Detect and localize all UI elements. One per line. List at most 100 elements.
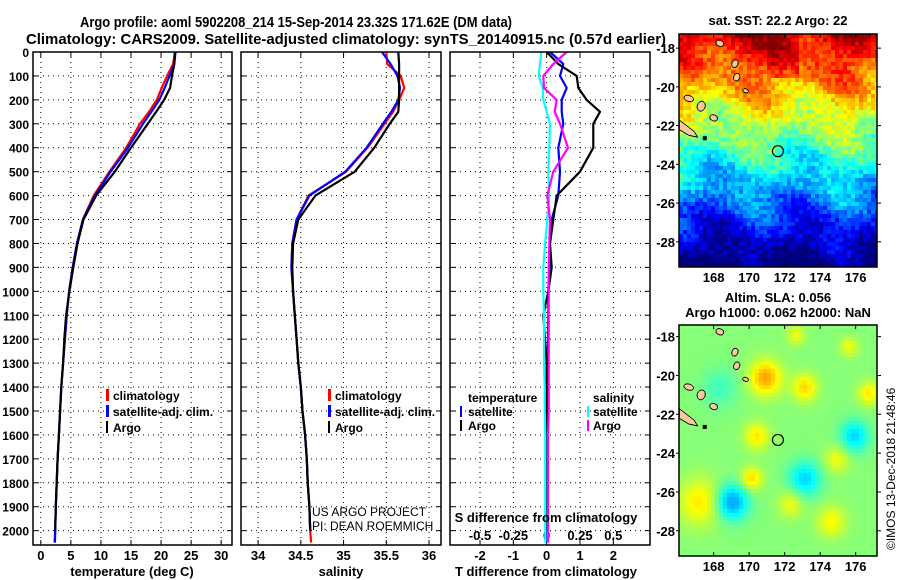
lon-tick-label: 170 (738, 559, 760, 574)
lon-tick-label: 176 (845, 559, 867, 574)
series-line-climatology (53, 51, 176, 543)
x-tick-label: -2 (474, 548, 486, 563)
s-tick-label: -0.5 (469, 528, 491, 543)
x-tick-label: 25 (184, 548, 198, 563)
legend-label-argo: Argo (335, 421, 363, 435)
y-tick-label: 400 (9, 142, 29, 156)
legend-swatch-argo (106, 421, 108, 433)
y-tick-label: 100 (9, 70, 29, 84)
y-tick-label: 1200 (2, 333, 29, 347)
salinity-legend: climatology satellite-adj. clim. Argo (328, 389, 435, 435)
x-tick-label: 0 (37, 548, 44, 563)
y-tick-label: 1500 (2, 405, 29, 419)
legend-label-satellite: satellite-adj. clim. (113, 405, 213, 419)
lon-tick-label: 168 (703, 559, 725, 574)
title-line-2: Climatology: CARS2009. Satellite-adjuste… (26, 31, 666, 48)
s-difference-label: S difference from climatology (455, 510, 639, 525)
sst-map-image (679, 34, 877, 267)
title-line-1: Argo profile: aoml 5902208_214 15-Sep-20… (80, 14, 512, 31)
y-tick-label: 1800 (2, 477, 29, 491)
legend-swatch-argo (328, 421, 330, 433)
lat-tick-label: -22 (656, 407, 675, 422)
legend-label-s-argo: Argo (593, 419, 621, 433)
plot-frame (240, 51, 442, 546)
lat-tick-label: -26 (656, 196, 675, 211)
lat-tick-label: -24 (656, 157, 676, 172)
lat-tick-label: -28 (656, 524, 675, 539)
y-tick-label: 1600 (2, 429, 29, 443)
x-tick-label: 5 (67, 548, 74, 563)
temperature-xlabel: temperature (deg C) (70, 564, 194, 579)
map-frame (678, 33, 878, 268)
temperature-legend: climatology satellite-adj. clim. Argo (106, 389, 213, 435)
y-tick-label: 700 (9, 214, 29, 228)
legend-label-climatology: climatology (113, 389, 180, 403)
x-tick-label: 10 (94, 548, 108, 563)
y-tick-label: 1400 (2, 381, 29, 395)
x-tick-label: 1 (576, 548, 583, 563)
y-tick-label: 300 (9, 118, 29, 132)
lat-tick-label: -22 (656, 119, 675, 134)
x-tick-label: 35.5 (374, 548, 399, 563)
lat-tick-label: -28 (656, 235, 675, 250)
legend-label-satellite: satellite-adj. clim. (335, 405, 435, 419)
legend-swatch-climatology (106, 389, 109, 401)
legend-swatch-satellite (106, 405, 109, 417)
argo-float-marker (771, 433, 785, 447)
s-tick-label: 0.5 (604, 528, 622, 543)
legend-swatch-t-satellite (460, 406, 462, 417)
sla-map-axes: 168 170 172 174 176 -18 -20 -22 -24 -26 -28 (656, 324, 881, 574)
lat-tick-label: -20 (656, 80, 675, 95)
lon-tick-label: 176 (845, 270, 867, 285)
x-tick-label: 30 (214, 548, 228, 563)
lat-tick-label: -18 (656, 41, 675, 56)
difference-panel: -2 -1 0 1 2-0.5 -0.25 0 0.25 0.5 (449, 51, 651, 563)
y-tick-label: 0 (22, 46, 29, 60)
lat-tick-label: -20 (656, 368, 675, 383)
x-tick-label: 15 (124, 548, 138, 563)
legend-label-s-satellite: satellite (593, 405, 638, 419)
sla-map-image (679, 325, 877, 556)
legend-swatch-s-argo (587, 420, 589, 431)
lon-tick-label: 170 (738, 270, 760, 285)
y-tick-label: 1300 (2, 357, 29, 371)
legend-label-t-satellite: satellite (468, 405, 513, 419)
legend-title-salinity: salinity (593, 391, 635, 405)
project-credit: US ARGO PROJECT (312, 505, 427, 519)
y-tick-label: 500 (9, 166, 29, 180)
y-tick-label: 2000 (2, 525, 29, 539)
series-line-argo (54, 51, 176, 531)
copyright: ©IMOS 13-Dec-2018 21:48:46 (884, 387, 898, 550)
series-line-t-argo (542, 51, 602, 531)
difference-legend: temperature satellite Argo salinity sate… (460, 391, 638, 433)
temperature-panel: 0 5 10 15 20 25 300100200300400500600700800900… (2, 46, 233, 563)
x-tick-label: 0 (543, 548, 550, 563)
s-tick-label: 0.25 (567, 528, 592, 543)
legend-swatch-s-satellite (587, 406, 589, 417)
series-line-s-satellite (537, 51, 552, 543)
lon-tick-label: 174 (809, 270, 831, 285)
difference-xlabel: T difference from climatology (455, 564, 638, 579)
x-tick-label: 2 (610, 548, 617, 563)
series-line-s-argo (542, 51, 570, 543)
series-line-satellite-adj-clim- (53, 51, 177, 543)
map-frame (678, 324, 878, 557)
legend-swatch-satellite (328, 405, 331, 417)
sla-map-title-2: Argo h1000: 0.062 h2000: NaN (685, 305, 871, 320)
lat-tick-label: -24 (656, 446, 676, 461)
series-line-argo (291, 51, 401, 531)
legend-swatch-t-argo (460, 420, 462, 431)
lon-tick-label: 172 (774, 270, 796, 285)
lon-tick-label: 174 (809, 559, 831, 574)
lat-tick-label: -18 (656, 330, 675, 345)
legend-label-climatology: climatology (335, 389, 402, 403)
y-tick-label: 900 (9, 261, 29, 275)
x-tick-label: 34.5 (288, 548, 313, 563)
lon-tick-label: 168 (703, 270, 725, 285)
plot-frame (449, 51, 651, 546)
x-tick-label: 34 (251, 548, 266, 563)
legend-swatch-climatology (328, 389, 331, 401)
y-tick-label: 1100 (3, 309, 29, 323)
plot-frame (32, 51, 233, 546)
